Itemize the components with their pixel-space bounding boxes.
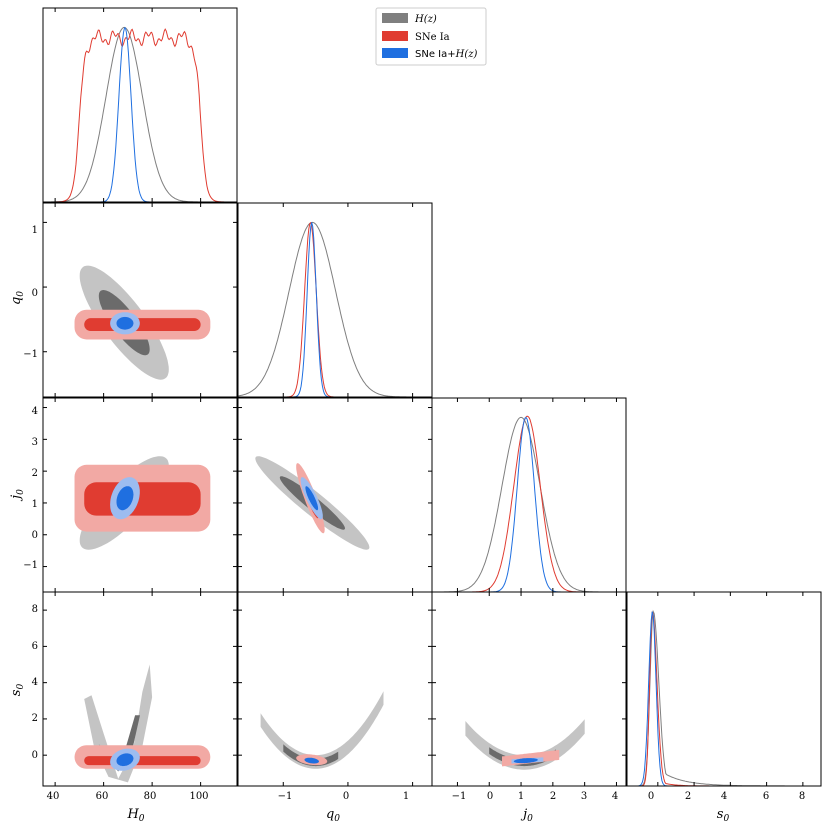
tick-j0-0: 0	[487, 791, 493, 802]
panel-frame	[42, 7, 238, 203]
panel-j0-j0	[432, 415, 626, 592]
tick-j0-1: 1	[518, 791, 524, 802]
tick-y-q0--1: −1	[23, 349, 38, 360]
tick-y-j0-4: 4	[32, 406, 38, 417]
tick-s0-8: 8	[799, 791, 805, 802]
legend-label-comb: SNe Ia+H(z)	[415, 49, 478, 60]
plot-layer	[43, 26, 821, 786]
contour-q0j0-comb-1s	[305, 486, 319, 511]
marginal-h0-hz	[43, 26, 237, 202]
contour-q0s0-hz-2s	[260, 691, 384, 769]
tick-y-j0--1: −1	[23, 560, 38, 571]
xlabel-s0: s0	[717, 807, 730, 824]
marginal-s0-sne	[627, 611, 821, 786]
contour-h0j0-sne-1s	[84, 482, 201, 516]
tick-s0-0: 0	[648, 791, 654, 802]
panel-frame	[626, 591, 822, 787]
panel-frame	[237, 202, 433, 398]
tick-y-s0-2: 2	[32, 713, 38, 724]
tick-h0-100: 100	[189, 791, 208, 802]
contour-j0s0-comb-1s	[513, 758, 538, 764]
ylabel-j0: j0	[9, 489, 26, 502]
tick-y-s0-8: 8	[32, 604, 38, 615]
panel-q0-q0	[238, 221, 432, 397]
legend-label-sne: SNe Ia	[415, 32, 450, 43]
marginal-s0-comb	[627, 611, 821, 786]
xlabel-h0: H0	[126, 807, 144, 824]
tick-j0-3: 3	[581, 791, 587, 802]
frame-layer	[42, 7, 822, 787]
panel-j0-q0	[255, 456, 370, 550]
panel-frame	[42, 202, 238, 398]
contour-h0q0-sne-1s	[84, 318, 201, 332]
legend-swatch-hz	[382, 13, 408, 23]
tick-j0-4: 4	[612, 791, 618, 802]
panel-q0-H0	[74, 265, 211, 380]
contour-h0q0-comb-1s	[116, 316, 134, 330]
tick-y-s0-0: 0	[32, 750, 38, 761]
tick-q0-0: 0	[343, 791, 349, 802]
legend: H(z) SNe Ia SNe Ia+H(z)	[375, 7, 487, 66]
tick-q0-1: 1	[403, 791, 409, 802]
legend-swatch-comb	[382, 48, 408, 58]
panel-s0-q0	[260, 691, 384, 769]
tick-s0-2: 2	[685, 791, 691, 802]
marginal-s0-hz	[627, 609, 821, 786]
tick-y-s0-4: 4	[32, 677, 38, 688]
marginal-j0-sne	[432, 415, 626, 592]
panel-j0-H0	[74, 456, 211, 550]
tick-y-j0-3: 3	[32, 437, 38, 448]
tick-y-j0-0: 0	[32, 530, 38, 541]
panel-s0-H0	[74, 664, 211, 783]
tick-s0-4: 4	[721, 791, 727, 802]
tick-j0--1: −1	[452, 791, 467, 802]
marginal-j0-hz	[432, 416, 626, 592]
panel-frame	[42, 591, 238, 787]
marginal-j0-comb	[432, 416, 626, 592]
xlabel-q0: q0	[326, 807, 340, 824]
panel-H0-H0	[43, 26, 237, 202]
tick-y-j0-2: 2	[32, 468, 38, 479]
panel-s0-j0	[465, 719, 585, 770]
contour-h0j0-comb-1s	[116, 486, 134, 511]
contour-h0s0-sne-1s	[84, 756, 201, 766]
marginal-h0-sne	[43, 28, 237, 202]
panel-frame	[237, 397, 433, 593]
ylabel-q0: q0	[9, 291, 26, 305]
marginal-h0-comb	[43, 27, 237, 202]
tick-y-s0-6: 6	[32, 641, 38, 652]
tick-h0-40: 40	[47, 791, 60, 802]
tick-s0-6: 6	[763, 791, 769, 802]
marginal-q0-hz	[238, 221, 432, 397]
ylabel-s0: s0	[9, 684, 26, 697]
xlabel-j0: j0	[520, 807, 533, 824]
tick-y-q0-1: 1	[32, 225, 38, 236]
tick-y-q0-0: 0	[32, 288, 38, 299]
contour-h0s0-comb-1s	[116, 753, 134, 767]
panel-frame	[431, 591, 627, 787]
legend-label-hz: H(z)	[414, 14, 437, 25]
panel-s0-s0	[627, 609, 821, 786]
tick-j0-2: 2	[550, 791, 556, 802]
tick-h0-60: 60	[96, 791, 109, 802]
legend-swatch-sne	[382, 31, 408, 41]
tick-q0--1: −1	[278, 791, 293, 802]
tick-h0-80: 80	[144, 791, 157, 802]
tick-y-j0-1: 1	[32, 499, 38, 510]
contour-q0s0-comb-1s	[304, 757, 319, 764]
